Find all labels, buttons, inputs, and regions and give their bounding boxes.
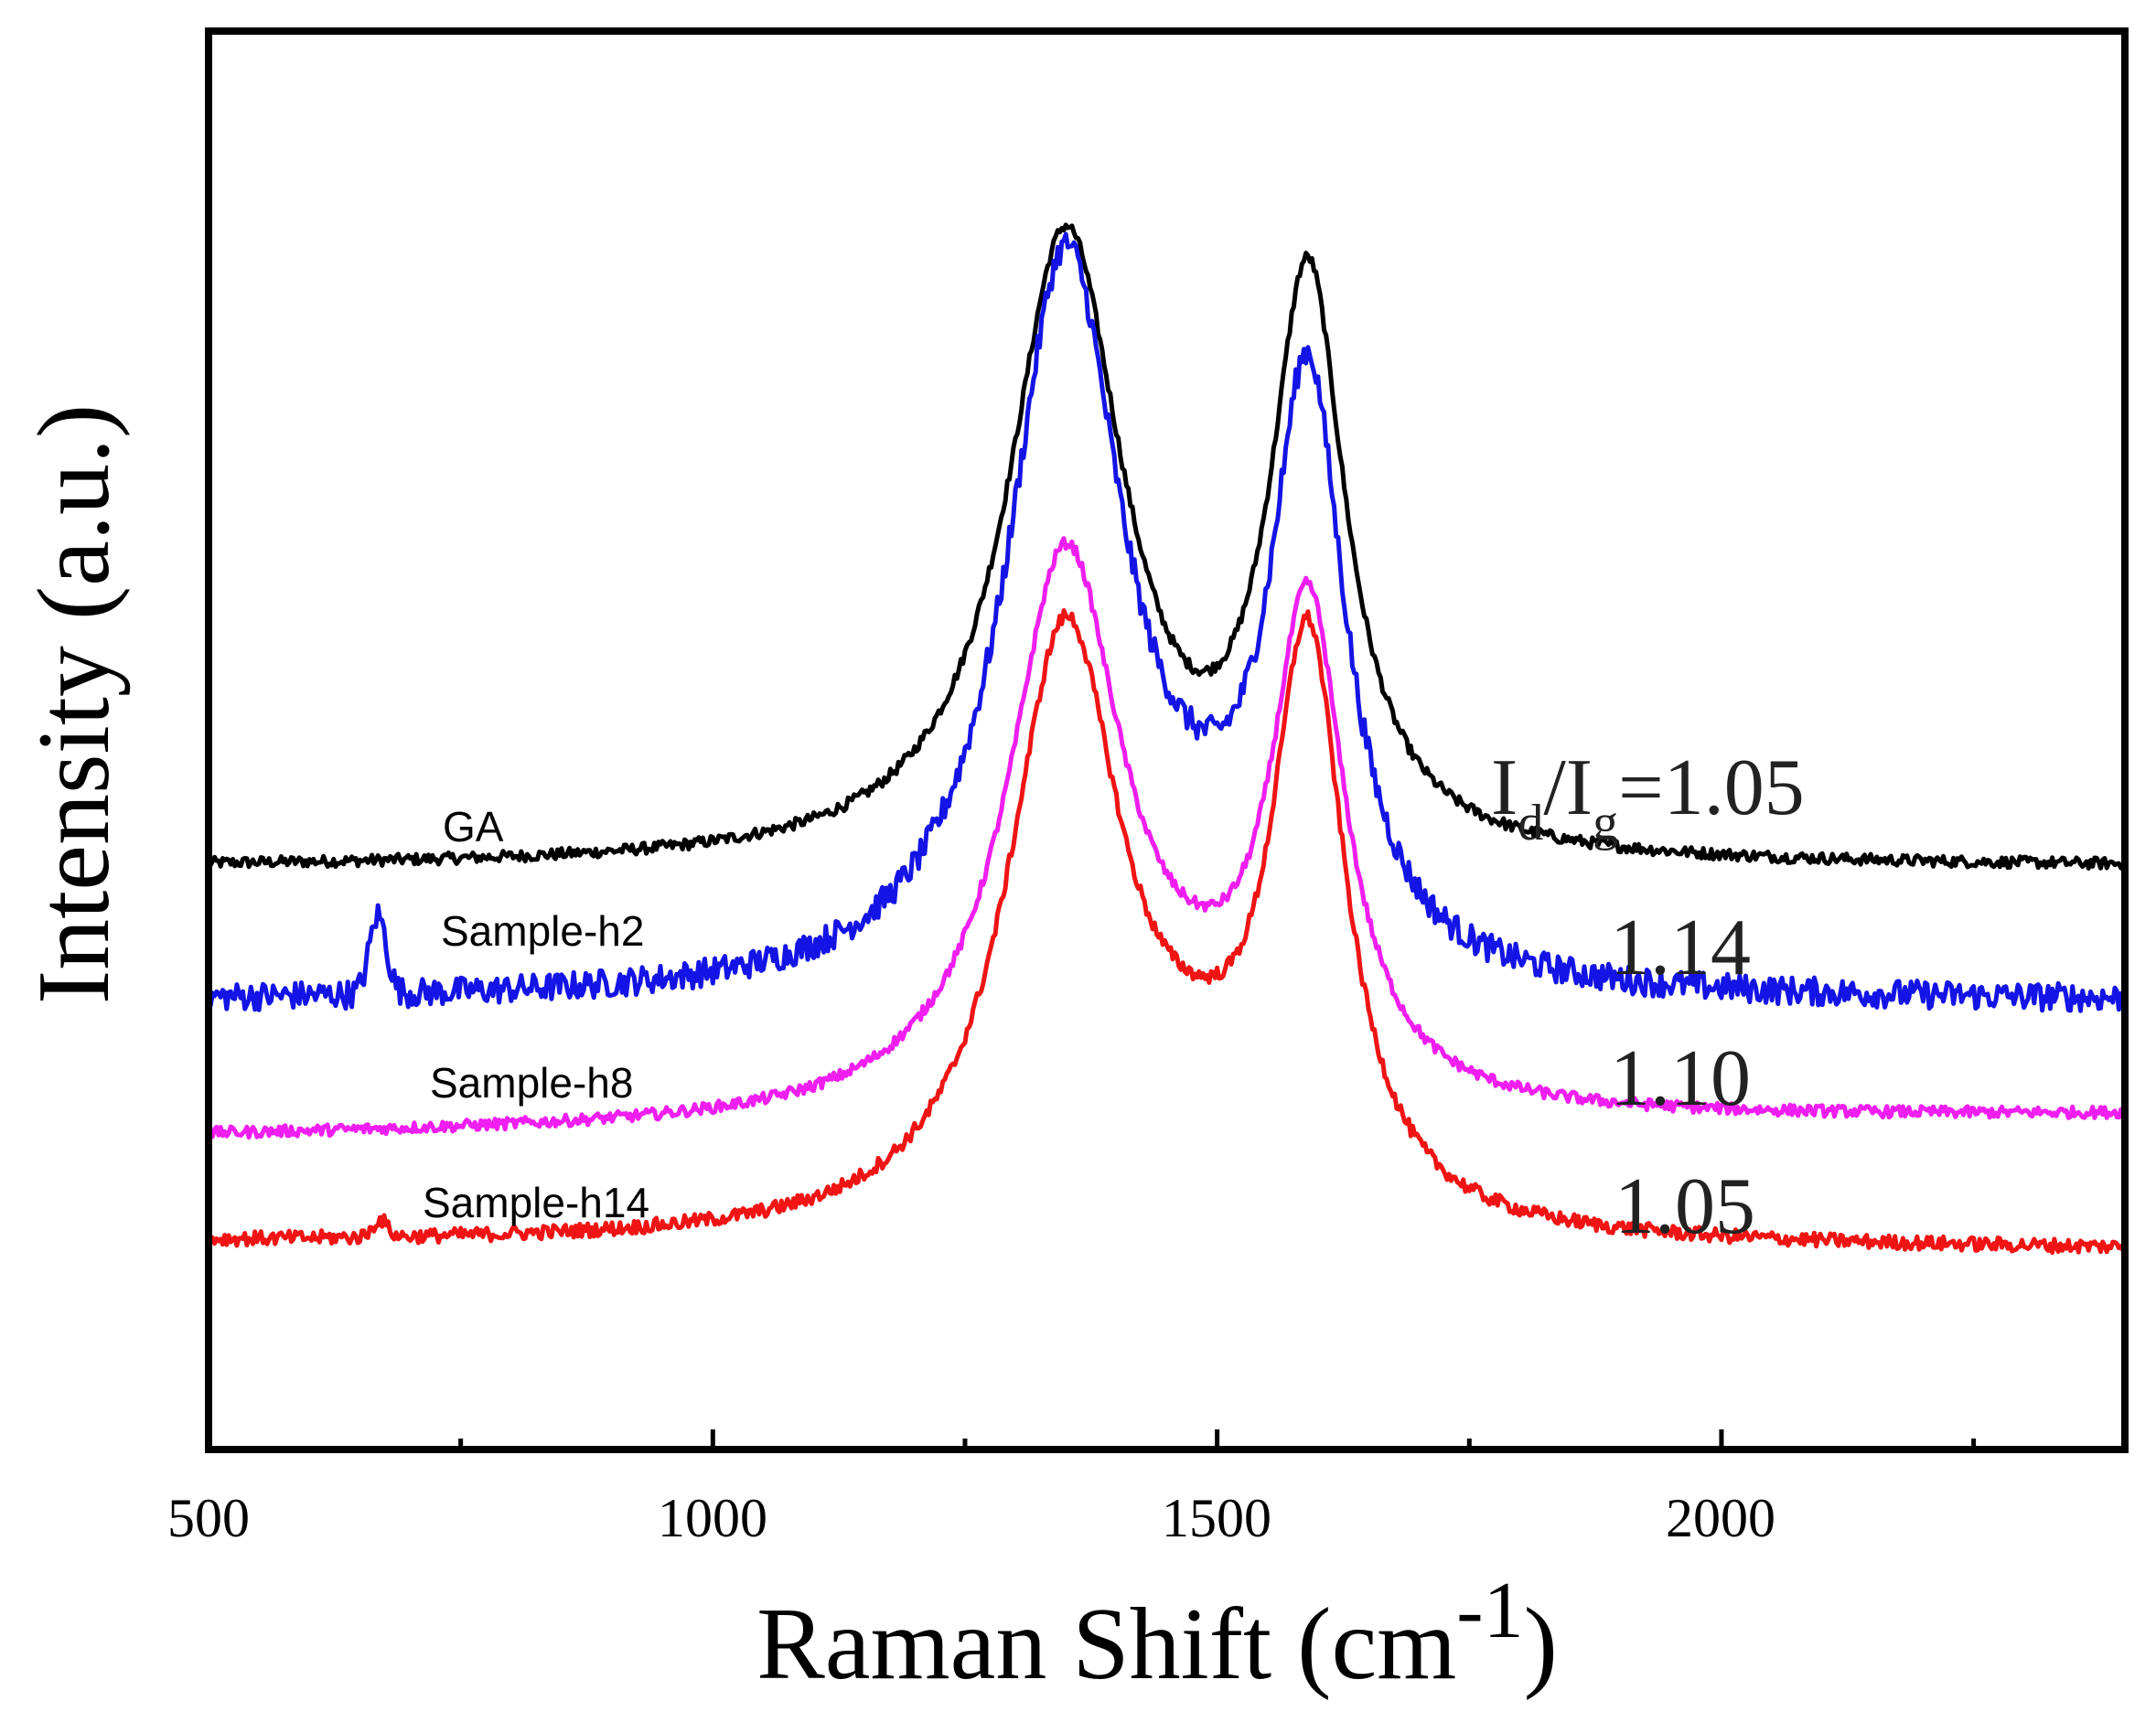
series-line-sample-h8 [206, 536, 2128, 1140]
x-axis-title-close: ) [1524, 1588, 1558, 1701]
ratio-equals: = [1618, 744, 1664, 832]
x-tick-label-1500: 1500 [1162, 1488, 1271, 1548]
ticks-layer [206, 1429, 1977, 1450]
ratio-label-sample-h2: 1.14 [1610, 904, 1751, 992]
ratio-i-d: I [1491, 744, 1518, 832]
x-axis-title: Raman Shift (cm-1) [756, 1567, 1558, 1701]
series-line-sample-h2 [206, 231, 2128, 1013]
series-line-sample-h14 [206, 608, 2127, 1256]
ratio-label-sample-h14: 1.05 [1614, 1162, 1755, 1251]
series-line-ga [206, 222, 2127, 872]
x-tick-label-2000: 2000 [1666, 1488, 1775, 1548]
series-label-sample-h14: Sample-h14 [423, 1179, 649, 1226]
ratio-sub-d: d [1518, 795, 1543, 851]
plot-frame [205, 27, 2129, 1453]
ratio-sub-g: g [1593, 795, 1618, 851]
series-label-sample-h8: Sample-h8 [430, 1059, 633, 1107]
y-axis-title: Intensity (a.u.) [17, 404, 131, 1004]
ratio-label-sample-h8: 1.10 [1610, 1034, 1751, 1123]
x-tick-label-500: 500 [167, 1488, 250, 1548]
series-layer [206, 222, 2128, 1256]
x-axis-title-main: Raman Shift (cm [756, 1588, 1456, 1701]
ratio-i-g: I [1566, 744, 1593, 832]
x-axis-title-superscript: -1 [1456, 1567, 1523, 1655]
series-label-sample-h2: Sample-h2 [441, 907, 644, 955]
ratio-slash: / [1543, 744, 1566, 832]
ratio-label-ga: Id/Ig=1.05 [1491, 744, 1805, 851]
x-tick-label-1000: 1000 [658, 1488, 767, 1548]
ratio-value-ga: 1.05 [1664, 744, 1805, 832]
series-label-ga: GA [443, 803, 504, 851]
